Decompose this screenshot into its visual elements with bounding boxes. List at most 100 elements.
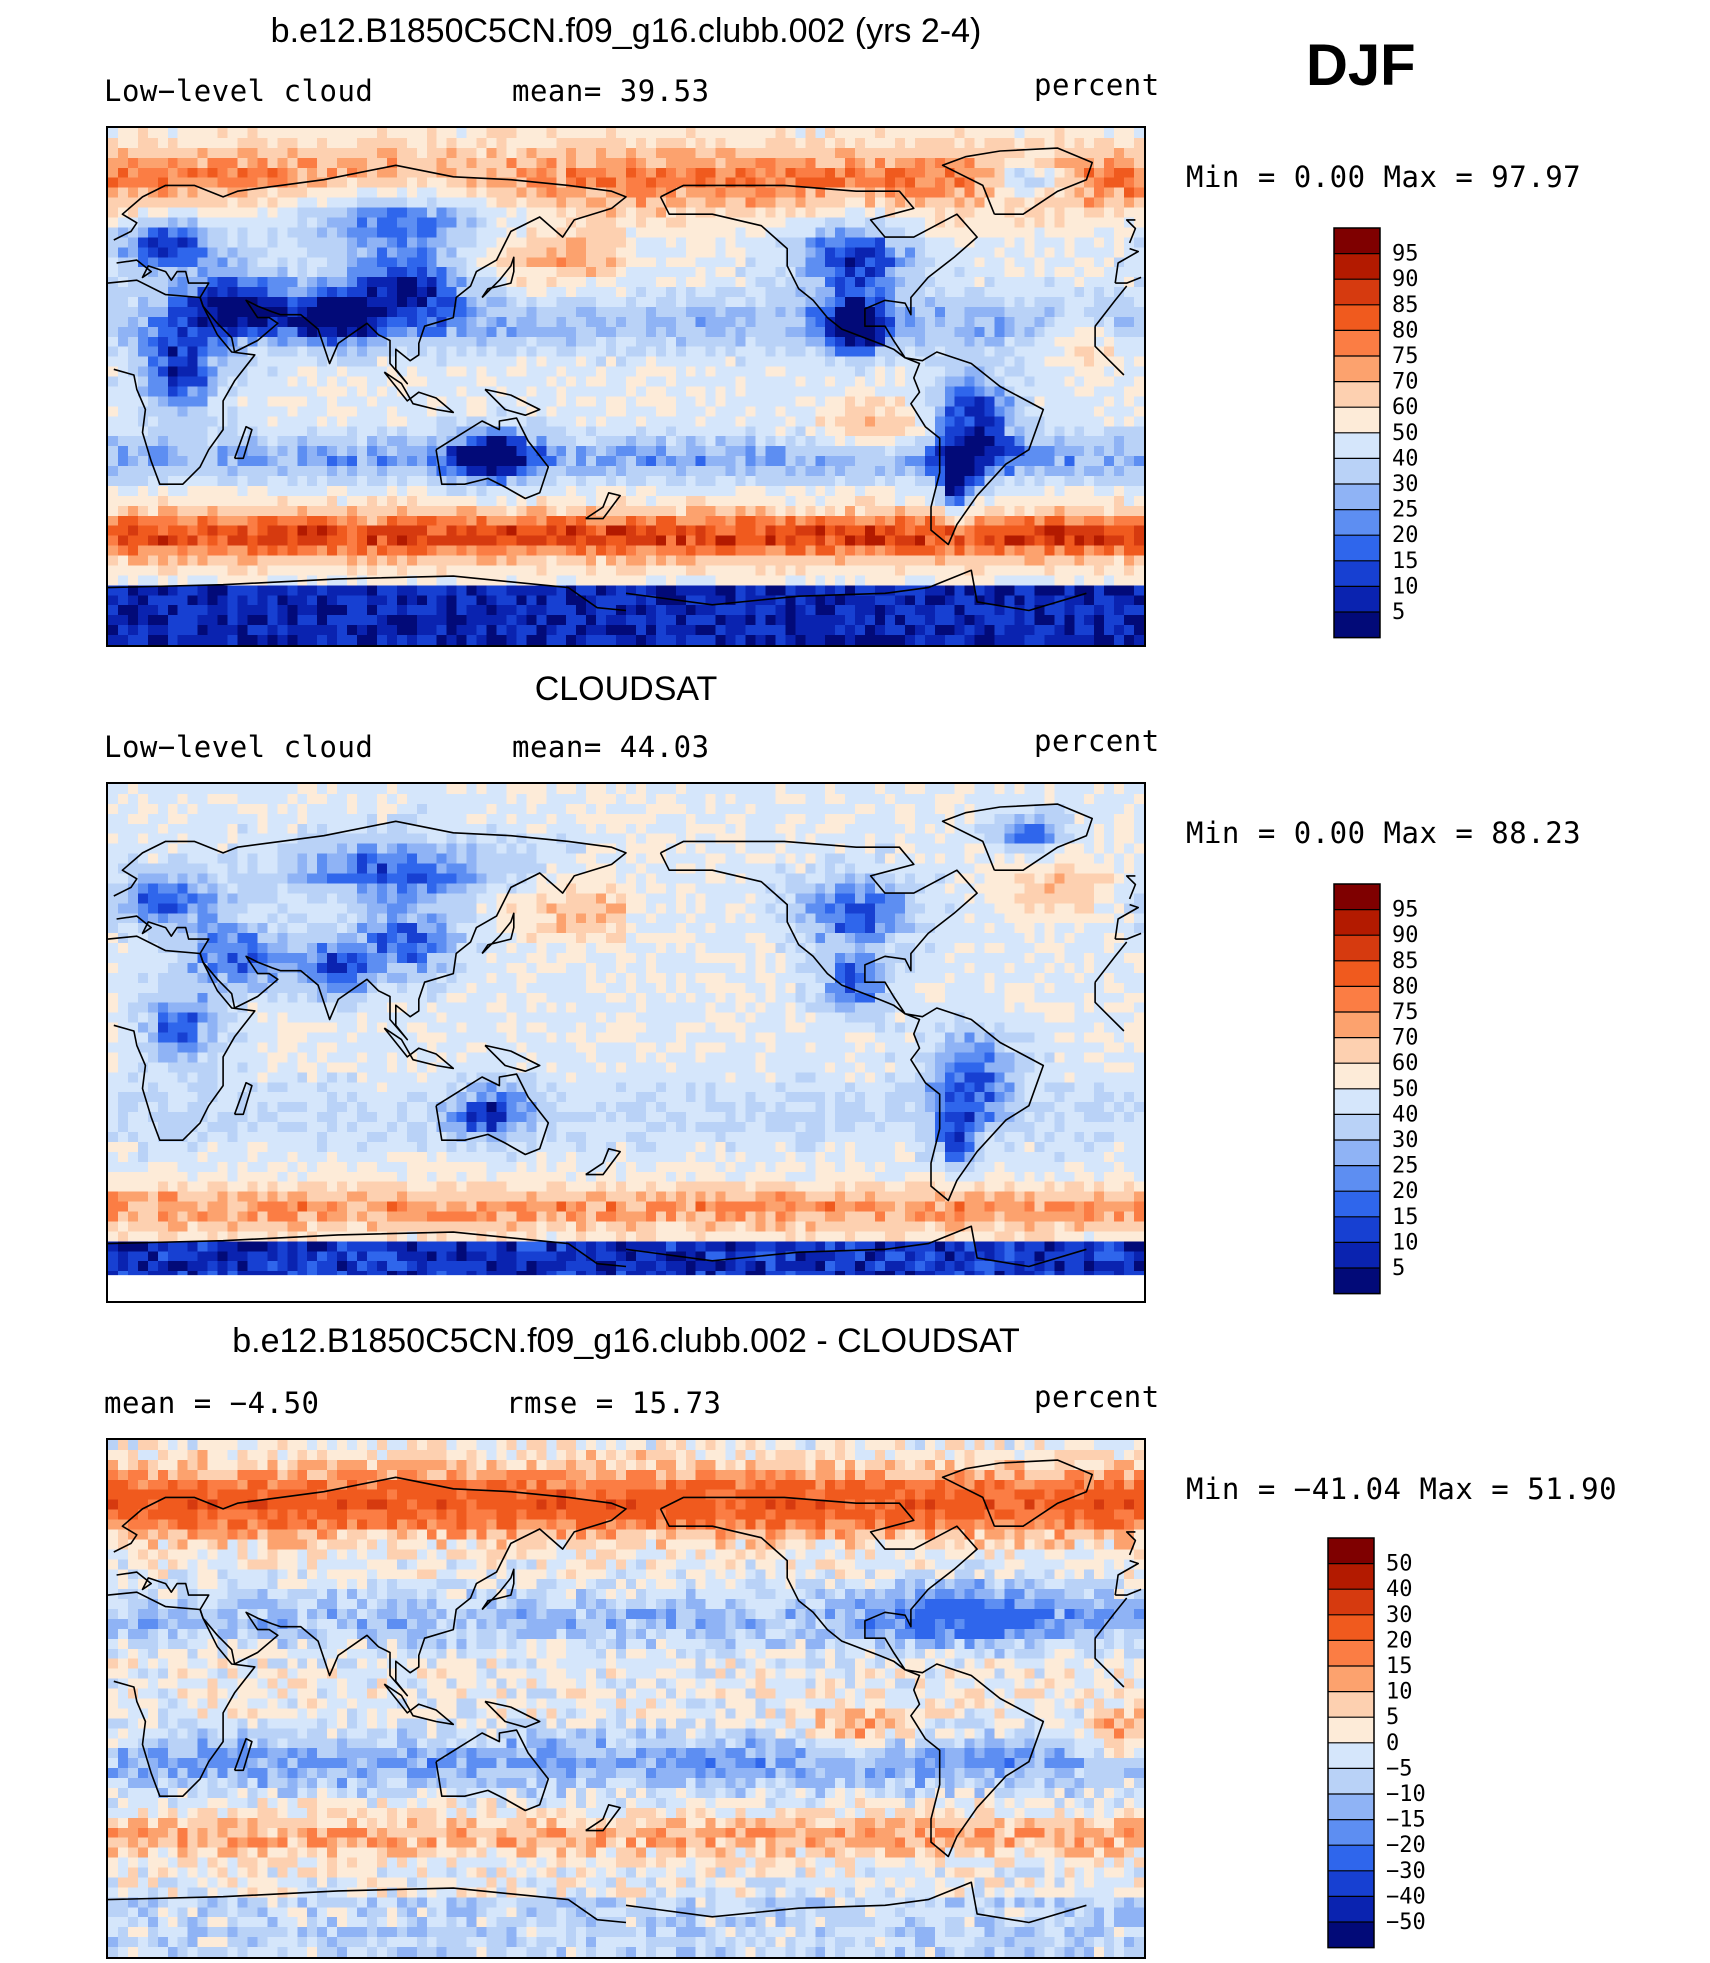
coastline [435, 1729, 550, 1812]
panel-2-variable-label: Low−level cloud [104, 730, 374, 764]
panel-1-variable-label: Low−level cloud [104, 74, 374, 108]
coastline [484, 1044, 541, 1072]
colorbar-swatch [1334, 484, 1380, 511]
coastline [1125, 1531, 1137, 1556]
colorbar-tick-label: 90 [1392, 923, 1419, 948]
coastline [383, 1027, 455, 1070]
coastline [233, 1737, 253, 1772]
colorbar-swatch [1334, 1037, 1380, 1064]
coastline [481, 1568, 515, 1611]
colorbar-swatch [1334, 253, 1380, 280]
colorbar-tick-label: 50 [1386, 1552, 1413, 1577]
coastline [659, 840, 1045, 1202]
colorbar-swatch [1334, 458, 1380, 485]
colorbar-tick-label: 5 [1392, 600, 1405, 625]
colorbar-tick-label: 80 [1392, 318, 1419, 343]
panel-3-units: percent [1034, 1380, 1160, 1414]
colorbar-tick-label: 15 [1392, 1205, 1419, 1230]
coastline [481, 912, 515, 955]
colorbar-tick-label: −5 [1386, 1756, 1413, 1781]
colorbar-tick-label: −50 [1386, 1910, 1426, 1935]
season-label: DJF [1306, 33, 1416, 98]
colorbar-tick-label: 40 [1392, 446, 1419, 471]
colorbar-swatch [1334, 1088, 1380, 1115]
colorbar-tick-label: 30 [1392, 472, 1419, 497]
coastline [585, 492, 621, 520]
coastline [585, 1804, 621, 1832]
coastline [113, 820, 1142, 1041]
coastline [435, 417, 550, 500]
coastline [108, 1881, 1087, 1924]
panel-2-map [106, 782, 1146, 1303]
colorbar-tick-label: 20 [1392, 1179, 1419, 1204]
colorbar-swatch [1334, 330, 1380, 357]
panel-2-title: CLOUDSAT [534, 670, 718, 708]
coastline [108, 1591, 1128, 1797]
colorbar-tick-label: 10 [1392, 574, 1419, 599]
panel-3-title: b.e12.B1850C5CN.f09_g16.clubb.002 - CLOU… [232, 1322, 1020, 1360]
coastline [659, 184, 1045, 546]
colorbar-tick-label: 85 [1392, 293, 1419, 318]
coastline [585, 1148, 621, 1176]
colorbar-tick-label: 25 [1392, 498, 1419, 523]
colorbar-tick-label: 75 [1392, 1000, 1419, 1025]
colorbar-swatch [1328, 1717, 1374, 1744]
colorbar-swatch [1328, 1870, 1374, 1897]
colorbar-swatch [1328, 1538, 1374, 1565]
colorbar-tick-label: 70 [1392, 1026, 1419, 1051]
colorbar-tick-label: −15 [1386, 1808, 1426, 1833]
colorbar-tick-label: 50 [1392, 1077, 1419, 1102]
coastline [1125, 219, 1137, 244]
colorbar-tick-label: 25 [1392, 1154, 1419, 1179]
coastline [108, 1225, 1087, 1268]
colorbar-swatch [1334, 960, 1380, 987]
colorbar-swatch [1334, 279, 1380, 306]
coastline [233, 425, 253, 460]
colorbar-swatch [1334, 1191, 1380, 1218]
coastline [941, 803, 1093, 871]
colorbar-swatch [1328, 1819, 1374, 1846]
colorbar-swatch [1334, 1242, 1380, 1269]
colorbar-tick-label: 10 [1392, 1230, 1419, 1255]
colorbar-swatch [1334, 432, 1380, 459]
colorbar-tick-label: 15 [1386, 1654, 1413, 1679]
panel-2-colorbar: 95 90 85 80 75 70 60 50 40 30 25 20 15 10 5 [1333, 883, 1494, 1298]
coastline [484, 1700, 541, 1728]
colorbar-swatch [1334, 1165, 1380, 1192]
panel-2-mean: mean= 44.03 [512, 730, 710, 764]
colorbar-swatch [1328, 1896, 1374, 1923]
colorbar-tick-label: 95 [1392, 242, 1419, 267]
colorbar-tick-label: 90 [1392, 267, 1419, 292]
colorbar-tick-label: 40 [1392, 1102, 1419, 1127]
colorbar-tick-label: 85 [1392, 949, 1419, 974]
panel-1-mean: mean= 39.53 [512, 74, 710, 108]
colorbar-tick-label: −40 [1386, 1884, 1426, 1909]
coastline [1125, 875, 1137, 900]
colorbar-swatch [1328, 1666, 1374, 1693]
colorbar-tick-label: 80 [1392, 974, 1419, 999]
coastline [113, 164, 1142, 385]
colorbar-swatch [1334, 612, 1380, 639]
colorbar-swatch [1334, 509, 1380, 536]
panel-3-rmse: rmse = 15.73 [506, 1386, 722, 1420]
coastline [941, 147, 1093, 215]
colorbar-swatch [1328, 1922, 1374, 1949]
coastline [233, 1081, 253, 1116]
colorbar-swatch [1328, 1742, 1374, 1769]
colorbar-swatch [1334, 560, 1380, 587]
colorbar-swatch [1334, 304, 1380, 331]
coastline [941, 1459, 1093, 1527]
colorbar-swatch [1334, 935, 1380, 962]
colorbar-tick-label: −20 [1386, 1833, 1426, 1858]
panel-3-map [106, 1438, 1146, 1959]
colorbar-tick-label: 30 [1386, 1603, 1413, 1628]
colorbar-swatch [1328, 1845, 1374, 1872]
coastline [108, 279, 1128, 485]
colorbar-swatch [1328, 1794, 1374, 1821]
coastline [659, 1496, 1045, 1858]
colorbar-tick-label: 5 [1392, 1256, 1405, 1281]
colorbar-tick-label: 70 [1392, 370, 1419, 395]
colorbar-swatch [1334, 909, 1380, 936]
colorbar-tick-label: 0 [1386, 1731, 1399, 1756]
panel-3-mean: mean = −4.50 [104, 1386, 320, 1420]
